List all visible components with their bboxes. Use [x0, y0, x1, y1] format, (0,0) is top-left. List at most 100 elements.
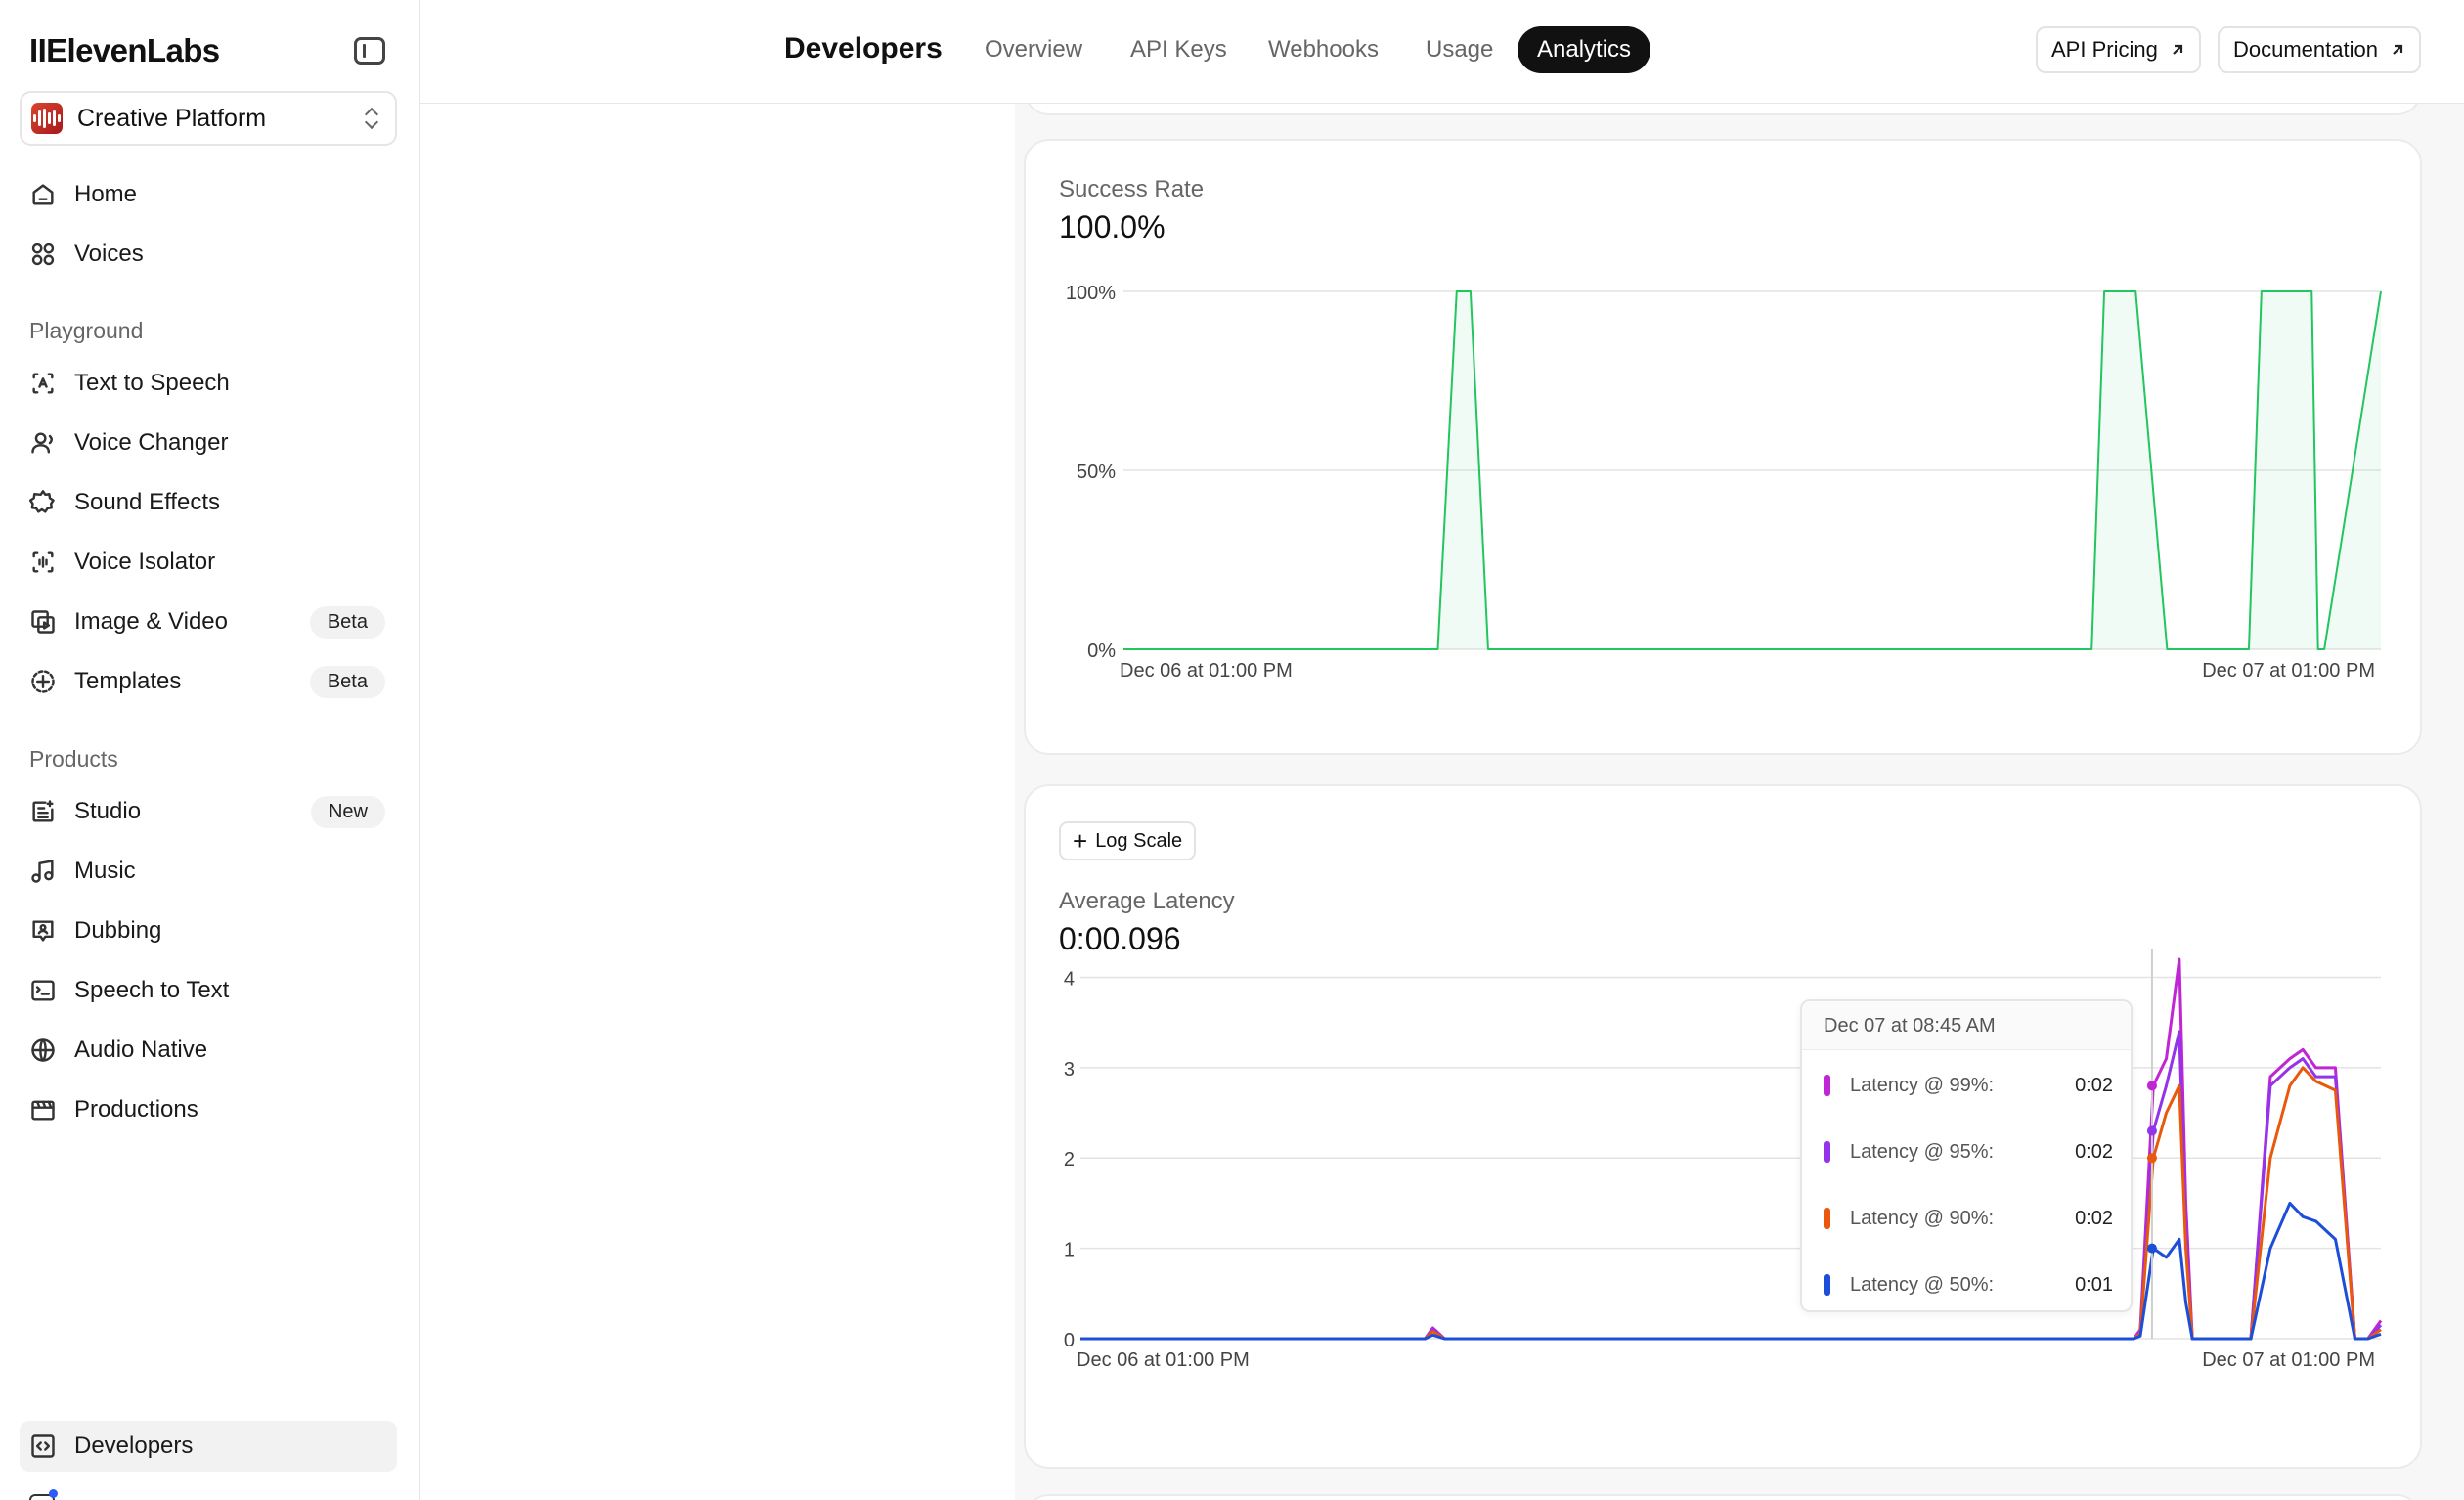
y-tick-label: 2	[1064, 1149, 1075, 1170]
voice-isolator-icon	[29, 549, 57, 576]
sidebar-item-label: Productions	[74, 1096, 198, 1123]
next-chart-card	[1024, 1494, 2422, 1500]
x-tick-label: Dec 07 at 01:00 PM	[2202, 1349, 2375, 1371]
notification-dot	[49, 1489, 58, 1498]
text-to-speech-icon	[29, 370, 57, 397]
y-tick-label: 3	[1064, 1059, 1075, 1081]
tooltip-row: Latency @ 95%: 0:02	[1824, 1132, 2113, 1171]
api-pricing-label: API Pricing	[2051, 37, 2158, 62]
sidebar-item-image-video[interactable]: Image & Video Beta	[20, 596, 397, 647]
sidebar-item-music[interactable]: Music	[20, 846, 397, 897]
log-scale-button[interactable]: + Log Scale	[1059, 821, 1197, 860]
section-heading-products: Products	[29, 746, 118, 772]
sidebar-item-label: Audio Native	[74, 1037, 208, 1063]
sidebar-item-text-to-speech[interactable]: Text to Speech	[20, 358, 397, 409]
series-area	[1123, 291, 2381, 649]
home-icon	[29, 181, 57, 208]
tooltip-row: Latency @ 99%: 0:02	[1824, 1066, 2113, 1105]
beta-badge: Beta	[309, 666, 385, 698]
music-icon	[29, 858, 57, 885]
main-content: Success Rate 100.0% 100% 50% 0% Dec 06 at 0…	[420, 104, 2464, 1500]
documentation-button[interactable]: Documentation	[2218, 26, 2421, 73]
y-tick-label: 100%	[1066, 283, 1116, 304]
success-rate-label: Success Rate	[1059, 176, 1205, 202]
y-tick-label: 4	[1064, 968, 1075, 990]
y-tick-label: 0	[1064, 1330, 1075, 1351]
sidebar-item-label: Voice Isolator	[74, 549, 216, 575]
sidebar-item-speech-to-text[interactable]: Speech to Text	[20, 965, 397, 1016]
image-video-icon	[29, 608, 57, 636]
page-title: Developers	[784, 32, 943, 65]
tooltip-series-name: Latency @ 90%:	[1850, 1207, 1995, 1229]
tooltip-series-name: Latency @ 50%:	[1850, 1273, 1995, 1296]
hover-point	[2146, 1125, 2157, 1136]
workspace-switcher[interactable]: Creative Platform	[20, 91, 397, 146]
sidebar-item-voices[interactable]: Voices	[20, 229, 397, 280]
productions-icon	[29, 1096, 57, 1124]
sidebar-item-home[interactable]: Home	[20, 169, 397, 220]
sidebar: IIElevenLabs Creative Platform Home Voic…	[0, 0, 420, 1500]
hover-point	[2146, 1243, 2157, 1254]
top-header: Developers Overview API Keys Webhooks Us…	[420, 0, 2464, 104]
sidebar-item-partial[interactable]	[20, 1494, 397, 1500]
plus-icon: +	[1073, 826, 1088, 856]
series-swatch	[1824, 1141, 1830, 1163]
x-tick-label: Dec 06 at 01:00 PM	[1120, 660, 1293, 682]
series-line	[1080, 1201, 2382, 1341]
log-scale-label: Log Scale	[1095, 829, 1183, 852]
sidebar-item-productions[interactable]: Productions	[20, 1084, 397, 1135]
sidebar-item-developers[interactable]: Developers	[20, 1421, 397, 1472]
sidebar-item-studio[interactable]: Studio New	[20, 786, 397, 837]
tooltip-series-value: 0:02	[2075, 1074, 2113, 1096]
speech-to-text-icon	[29, 977, 57, 1004]
y-tick-label: 0%	[1087, 640, 1116, 662]
tab-overview[interactable]: Overview	[985, 36, 1083, 63]
sidebar-item-audio-native[interactable]: Audio Native	[20, 1025, 397, 1076]
sidebar-item-label: Sound Effects	[74, 489, 220, 515]
sidebar-item-label: Music	[74, 858, 136, 884]
templates-icon	[29, 668, 57, 695]
tooltip-series-name: Latency @ 99%:	[1850, 1074, 1995, 1096]
tooltip-series-name: Latency @ 95%:	[1850, 1140, 1995, 1163]
voice-changer-icon	[29, 429, 57, 457]
average-latency-value: 0:00.096	[1059, 921, 1181, 956]
x-tick-label: Dec 06 at 01:00 PM	[1077, 1349, 1250, 1371]
x-tick-label: Dec 07 at 01:00 PM	[2202, 660, 2375, 682]
y-tick-label: 1	[1064, 1240, 1075, 1261]
tooltip-row: Latency @ 50%: 0:01	[1824, 1265, 2113, 1304]
sidebar-item-templates[interactable]: Templates Beta	[20, 656, 397, 707]
tab-usage[interactable]: Usage	[1426, 36, 1494, 63]
beta-badge: Beta	[309, 606, 385, 639]
tab-analytics[interactable]: Analytics	[1518, 26, 1651, 73]
tooltip-series-value: 0:02	[2075, 1140, 2113, 1163]
series-swatch	[1824, 1075, 1830, 1096]
sidebar-item-label: Speech to Text	[74, 977, 230, 1003]
tab-webhooks[interactable]: Webhooks	[1268, 36, 1379, 63]
sidebar-item-label: Voices	[74, 241, 144, 267]
tooltip-series-value: 0:01	[2075, 1273, 2113, 1296]
success-rate-value: 100.0%	[1059, 209, 1166, 244]
sidebar-item-label: Home	[74, 181, 138, 207]
sidebar-item-label: Image & Video	[74, 608, 228, 635]
sidebar-item-voice-isolator[interactable]: Voice Isolator	[20, 537, 397, 588]
sidebar-item-label: Text to Speech	[74, 370, 230, 396]
previous-chart-card	[1024, 104, 2422, 115]
hover-point	[2146, 1153, 2157, 1164]
sidebar-item-dubbing[interactable]: Dubbing	[20, 905, 397, 956]
success-rate-chart[interactable]: 100% 50% 0%Dec 06 at 01:00 PM Dec 07 at 01:…	[1026, 141, 2424, 757]
sidebar-item-sound-effects[interactable]: Sound Effects	[20, 477, 397, 528]
sidebar-item-label: Developers	[74, 1433, 194, 1459]
sidebar-collapse-icon[interactable]	[354, 37, 385, 65]
sidebar-item-voice-changer[interactable]: Voice Changer	[20, 418, 397, 468]
series-swatch	[1824, 1274, 1830, 1296]
series-line	[1123, 290, 2382, 650]
workspace-name: Creative Platform	[77, 104, 267, 132]
new-badge: New	[310, 796, 385, 828]
external-link-icon	[2173, 44, 2182, 55]
elevenlabs-logo[interactable]: IIElevenLabs	[29, 32, 220, 68]
series-line	[1080, 957, 2383, 1341]
tab-api-keys[interactable]: API Keys	[1130, 36, 1227, 63]
series-swatch	[1824, 1208, 1830, 1229]
api-pricing-button[interactable]: API Pricing	[2036, 26, 2201, 73]
